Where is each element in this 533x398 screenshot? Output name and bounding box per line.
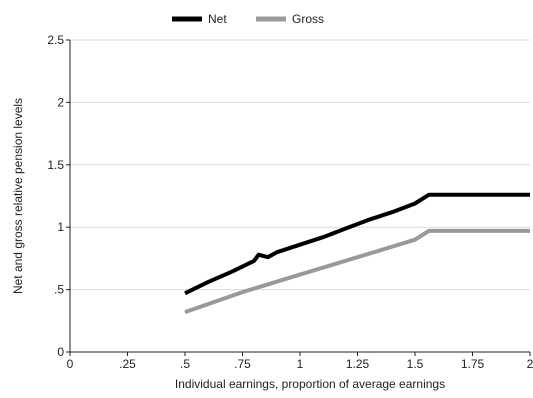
y-ticks: 0 .5 1 1.5 2 2.5 [47,33,70,359]
series-line-gross [184,228,530,314]
x-tick-label: 1.25 [346,357,370,371]
y-tick-label: 1 [57,220,64,234]
y-axis-title: Net and gross relative pension levels [11,98,25,294]
y-tick-label: 1.5 [47,158,64,172]
legend-gross-label: Gross [292,12,324,26]
x-tick-label: 1 [297,357,304,371]
series-lines [184,192,530,314]
x-ticks: 0 .25 .5 .75 1 1.25 1.5 1.75 2 [67,352,533,371]
series-line-net [184,192,530,296]
legend-net-label: Net [208,12,227,26]
x-tick-label: 2 [527,357,533,371]
x-axis-title: Individual earnings, proportion of avera… [175,377,445,391]
y-tick-label: 0 [57,345,64,359]
x-tick-label: .75 [234,357,251,371]
x-tick-label: 1.5 [407,357,424,371]
x-tick-label: 1.75 [461,357,485,371]
x-tick-label: .25 [119,357,136,371]
x-tick-label: 0 [67,357,74,371]
legend: Net Gross [172,12,324,26]
y-tick-label: 2.5 [47,33,64,47]
y-tick-label: .5 [54,283,64,297]
x-tick-label: .5 [180,357,190,371]
gridlines [70,39,530,291]
y-tick-label: 2 [57,95,64,109]
